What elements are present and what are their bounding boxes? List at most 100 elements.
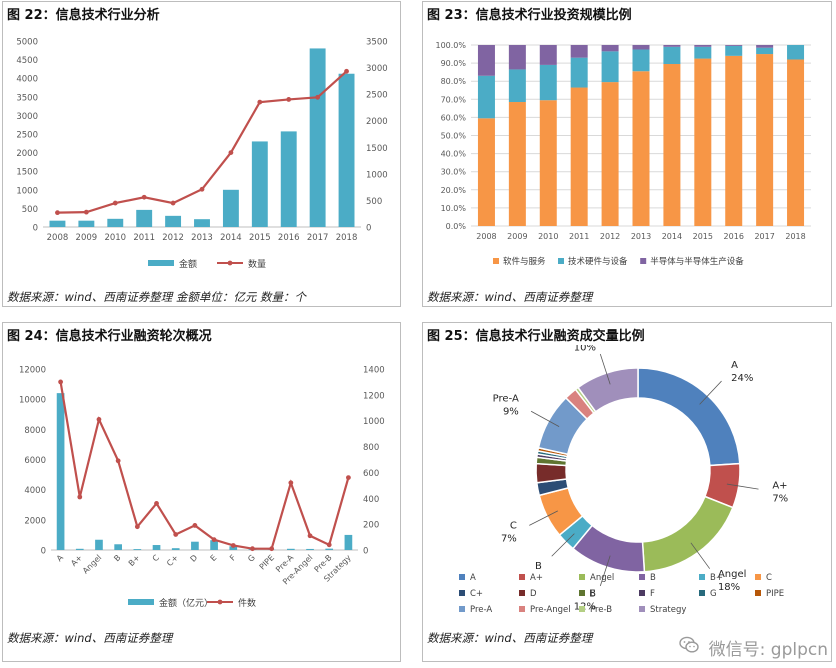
fig22-title: 图 22：信息技术行业分析: [7, 8, 160, 23]
wechat-icon: [679, 636, 699, 659]
slice-label: 24%: [731, 373, 753, 384]
fig25-source: 数据来源：wind、西南证券整理: [427, 631, 593, 645]
y-tick-label: 80.0%: [441, 77, 467, 86]
stacked-bar-segment: [756, 45, 774, 48]
legend-label: Strategy: [650, 605, 686, 615]
bar: [56, 393, 65, 550]
line-point: [112, 200, 118, 206]
legend-swatch: [639, 590, 645, 596]
stacked-bar-segment: [694, 58, 712, 227]
legend-swatch: [755, 590, 761, 596]
x-tick-label: 2010: [538, 232, 558, 241]
y-left-tick-label: 500: [22, 205, 38, 215]
legend-label: A+: [530, 573, 543, 583]
x-tick-label: Angel: [81, 553, 103, 575]
legend-label: PIPE: [766, 589, 784, 599]
x-tick-label: 2011: [133, 233, 155, 243]
line-point: [250, 546, 255, 552]
watermark-text: 微信号: gplpcn: [708, 640, 828, 660]
slice-label: Angel: [718, 569, 746, 580]
y-tick-label: 50.0%: [441, 132, 467, 141]
x-tick-label: 2014: [662, 232, 682, 241]
bar: [133, 549, 142, 550]
x-tick-label: 2014: [220, 233, 242, 243]
stacked-bar-segment: [539, 64, 557, 101]
x-tick-label: 2017: [307, 233, 329, 243]
bar: [222, 189, 239, 227]
y-right-tick-label: 1000: [366, 170, 388, 180]
legend-label: Pre-A: [470, 605, 492, 615]
stacked-bar-segment: [632, 45, 650, 50]
x-tick-label: B+: [127, 553, 142, 568]
line-point: [228, 150, 234, 155]
slice-label: B: [589, 588, 596, 599]
line-point: [192, 523, 198, 528]
x-tick-label: 2016: [724, 232, 744, 241]
line-point: [115, 458, 121, 464]
line-point: [96, 417, 102, 422]
legend-swatch: [148, 260, 174, 266]
legend-label: 软件与服务: [503, 256, 546, 267]
slice-label: C: [510, 521, 517, 532]
x-tick-label: 2017: [754, 232, 774, 241]
stacked-bar-segment: [539, 100, 557, 226]
bar: [309, 48, 326, 227]
y-right-tick-label: 2000: [366, 117, 388, 127]
legend-label: A: [470, 573, 476, 583]
y-right-tick-label: 0: [366, 224, 371, 234]
legend-label: 技术硬件与设备: [568, 256, 628, 267]
x-tick-label: 2013: [191, 233, 213, 243]
line-point: [199, 186, 205, 192]
bar: [171, 548, 180, 550]
x-tick-label: 2008: [47, 233, 69, 243]
fig24-title: 图 24：信息技术行业融资轮次概况: [7, 329, 212, 344]
legend-swatch: [227, 260, 233, 266]
stacked-bar-segment: [477, 75, 495, 119]
legend-swatch: [639, 606, 645, 612]
bar: [306, 548, 314, 550]
x-tick-label: G: [246, 553, 257, 564]
y-left-tick-label: 1500: [16, 168, 38, 178]
y-right-tick-label: 500: [366, 197, 382, 207]
legend-swatch: [639, 574, 645, 580]
stacked-bar-segment: [601, 51, 619, 83]
x-tick-label: 2018: [336, 233, 358, 243]
x-tick-label: A: [55, 553, 66, 564]
y-left-tick-label: 2500: [16, 131, 38, 141]
x-tick-label: 2011: [569, 232, 589, 241]
line-point: [307, 533, 313, 539]
stacked-bar-segment: [694, 45, 712, 47]
legend-swatch: [128, 599, 154, 605]
y-right-tick-label: 200: [363, 521, 379, 531]
slice-label: 7%: [501, 534, 517, 545]
bar: [194, 219, 210, 227]
legend-swatch: [579, 574, 585, 580]
legend-swatch: [217, 599, 223, 605]
legend-swatch: [579, 606, 585, 612]
x-tick-label: 2013: [631, 232, 651, 241]
x-tick-label: A+: [69, 553, 84, 568]
x-tick-label: 2008: [476, 232, 496, 241]
y-left-tick-label: 5000: [16, 38, 38, 48]
bar: [165, 215, 182, 227]
bar: [49, 220, 66, 227]
legend-label: 件数: [238, 597, 256, 609]
stacked-bar-segment: [756, 47, 774, 55]
stacked-bar-segment: [508, 69, 526, 103]
label-leader: [726, 483, 759, 490]
donut-slice: [535, 462, 568, 484]
stacked-bar-segment: [632, 49, 650, 72]
stacked-bar-segment: [632, 71, 650, 226]
fig23-title: 图 23：信息技术行业投资规模比例: [427, 8, 632, 23]
y-tick-label: 100.0%: [435, 41, 466, 50]
legend-swatch: [459, 606, 465, 612]
y-left-tick-label: 10000: [19, 396, 46, 406]
label-leader: [690, 542, 711, 569]
y-left-tick-label: 1000: [16, 186, 38, 196]
slice-label: 9%: [503, 406, 519, 417]
line-point: [173, 532, 179, 537]
bar: [210, 540, 218, 550]
line-point: [134, 524, 140, 530]
slice-label: 18%: [718, 582, 740, 593]
legend-label: Pre-Angel: [530, 605, 571, 615]
